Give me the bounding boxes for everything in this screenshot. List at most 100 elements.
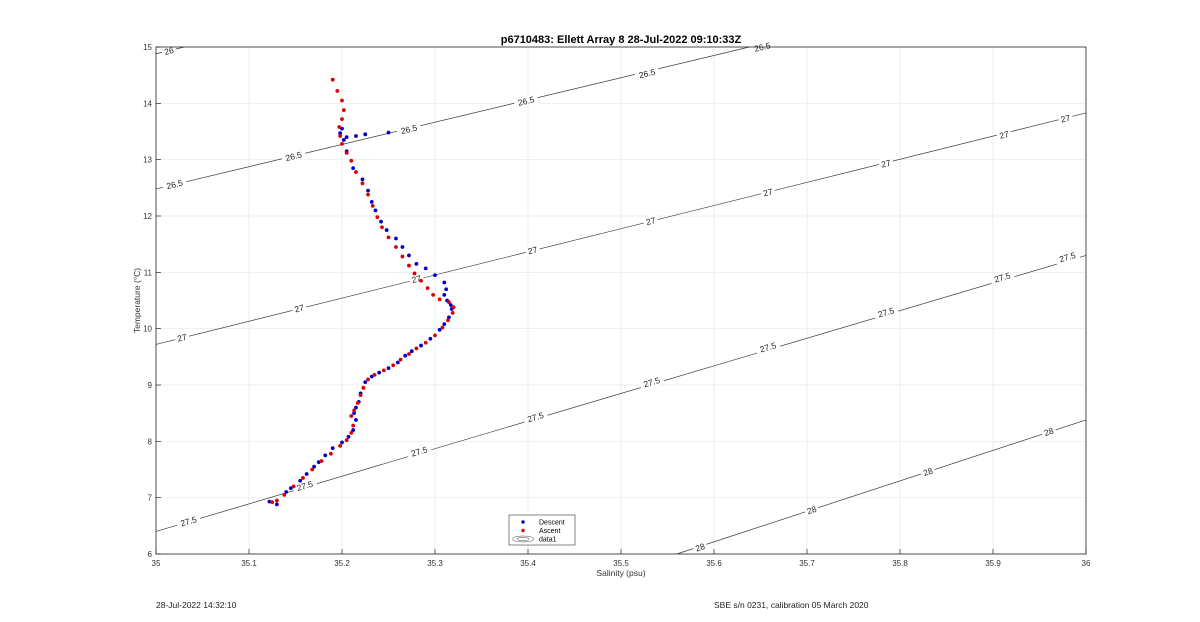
- contour-label: 27: [527, 244, 539, 256]
- descent-point: [423, 266, 428, 271]
- ascent-point: [372, 372, 377, 377]
- contour-label: 27: [411, 273, 423, 285]
- legend-box: [508, 514, 576, 546]
- x-axis-label: Salinity (psu): [596, 568, 645, 578]
- contour-label: 26.5: [517, 94, 536, 108]
- contour-label-bg: [1040, 424, 1058, 439]
- contour-label-bg: [291, 477, 318, 495]
- contour-label: 26.5: [400, 122, 419, 136]
- descent-point: [386, 130, 391, 135]
- legend-ascent-label: Ascent: [539, 528, 560, 535]
- ascent-point: [407, 263, 411, 268]
- ascent-point: [282, 492, 287, 497]
- contour-line-28: [676, 419, 1087, 555]
- ascent-point: [275, 498, 279, 503]
- ascent-point: [386, 235, 391, 240]
- contour-label-bg: [878, 157, 895, 171]
- descent-point: [395, 360, 400, 365]
- ascent-point: [366, 192, 370, 197]
- descent-point: [354, 405, 358, 410]
- x-tick-label: 35.5: [613, 559, 629, 568]
- contour-label: 27.5: [410, 444, 429, 458]
- contour-label-bg: [174, 331, 191, 345]
- descent-point: [340, 126, 344, 131]
- descent-point: [363, 380, 368, 385]
- legend-ascent-marker: [521, 528, 525, 533]
- chart-title: p6710483: Ellett Array 8 28-Jul-2022 09:…: [501, 34, 742, 46]
- ascent-point: [335, 89, 340, 93]
- legend-contour-icon: [511, 535, 535, 543]
- ascent-point: [351, 423, 356, 428]
- ascent-point: [330, 77, 335, 82]
- ascent-point: [370, 203, 375, 208]
- descent-point: [433, 273, 437, 278]
- descent-point: [344, 135, 349, 140]
- descent-point: [354, 134, 358, 138]
- contour-label: 28: [922, 465, 934, 478]
- x-tick-label: 36: [1082, 559, 1091, 568]
- contour-label-bg: [759, 185, 776, 199]
- contour-label-bg: [175, 513, 202, 530]
- ascent-point: [340, 141, 344, 146]
- density-contours: 2626.526.526.526.526.526.527272727272727…: [155, 39, 1087, 555]
- ascent-point: [291, 484, 296, 489]
- descent-point: [386, 366, 391, 370]
- descent-point: [437, 327, 442, 332]
- contour-label: 27: [1060, 112, 1072, 124]
- contour-label-bg: [1057, 112, 1074, 126]
- contour-label: 28: [1043, 425, 1055, 438]
- contour-label-bg: [522, 408, 549, 426]
- descent-point: [351, 428, 356, 432]
- y-tick-label: 6: [148, 550, 153, 559]
- legend-descent-label: Descent: [539, 520, 565, 527]
- descent-point: [400, 245, 405, 249]
- descent-point: [442, 322, 447, 327]
- ascent-point: [419, 278, 423, 283]
- ascent-point: [301, 476, 305, 480]
- ascent-point: [380, 225, 384, 230]
- ascent-point: [337, 125, 342, 129]
- ascent-point: [328, 451, 333, 456]
- x-tick-label: 35: [152, 559, 161, 568]
- data-points: [267, 77, 456, 507]
- legend-contour-icon-inner: [516, 537, 530, 541]
- contour-label-bg: [803, 503, 820, 517]
- contour-label: 27: [880, 158, 892, 170]
- contour-label-bg: [406, 443, 433, 460]
- y-tick-label: 14: [143, 99, 152, 108]
- descent-point: [407, 253, 411, 258]
- descent-point: [330, 446, 335, 450]
- contour-label-bg: [161, 44, 177, 58]
- descent-point: [366, 188, 370, 193]
- descent-point: [298, 478, 303, 483]
- descent-point: [360, 177, 365, 182]
- y-tick-label: 10: [143, 325, 152, 334]
- descent-point: [403, 353, 408, 358]
- descent-point: [341, 138, 346, 142]
- descent-point: [340, 440, 344, 445]
- descent-point: [351, 166, 356, 171]
- x-tick-label: 35.7: [799, 559, 815, 568]
- x-tick-label: 35.2: [334, 559, 350, 568]
- footer-timestamp: 28-Jul-2022 14:32:10: [156, 600, 237, 610]
- contour-label-bg: [524, 243, 541, 257]
- y-tick-label: 7: [148, 494, 153, 503]
- ascent-point: [391, 363, 396, 368]
- contour-label: 27.5: [179, 514, 198, 528]
- ascent-point: [270, 500, 275, 505]
- descent-point: [338, 131, 343, 136]
- contour-label-bg: [1054, 248, 1081, 266]
- y-tick-label: 15: [143, 43, 152, 52]
- legend: Descent Ascent data1: [508, 514, 576, 546]
- contour-label: 28: [806, 504, 818, 517]
- contour-label-bg: [691, 540, 709, 555]
- ascent-point: [310, 467, 315, 472]
- descent-point: [312, 464, 316, 469]
- descent-point: [442, 280, 447, 285]
- contour-label-bg: [996, 128, 1013, 142]
- descent-point: [414, 261, 419, 266]
- ascent-point: [412, 271, 417, 276]
- ascent-point: [450, 310, 455, 315]
- legend-descent-marker: [521, 520, 525, 524]
- contour-label-bg: [513, 93, 539, 109]
